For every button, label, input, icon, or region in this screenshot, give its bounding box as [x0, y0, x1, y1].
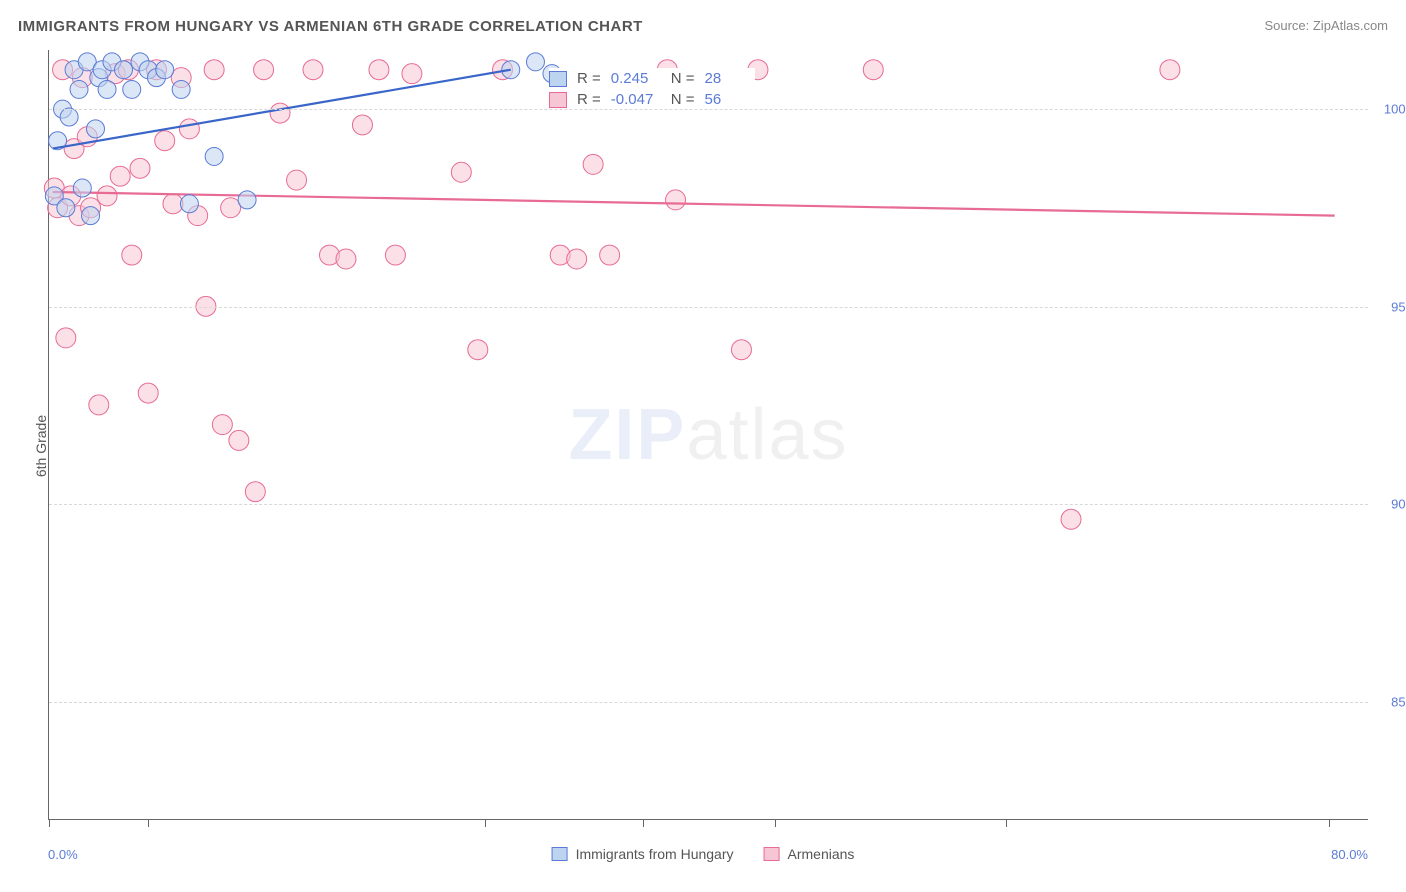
armenian-point [221, 198, 241, 218]
r-label: R = [577, 70, 601, 87]
y-tick-label: 95.0% [1373, 299, 1406, 314]
gridline [49, 109, 1368, 110]
y-axis-label: 6th Grade [33, 415, 49, 477]
y-tick-label: 100.0% [1373, 102, 1406, 117]
legend-item-hungary: Immigrants from Hungary [552, 846, 734, 862]
hungary-point [180, 195, 198, 213]
r-value-hungary: 0.245 [611, 70, 661, 87]
armenian-point [97, 186, 117, 206]
title-bar: IMMIGRANTS FROM HUNGARY VS ARMENIAN 6TH … [18, 18, 1388, 35]
hungary-point [205, 147, 223, 165]
y-tick-label: 85.0% [1373, 694, 1406, 709]
armenian-point [1160, 60, 1180, 80]
armenian-point [451, 162, 471, 182]
hungary-point [57, 199, 75, 217]
x-tick [775, 819, 776, 827]
n-label: N = [671, 91, 695, 108]
n-value-hungary: 28 [705, 70, 755, 87]
armenian-point [212, 415, 232, 435]
x-tick [1006, 819, 1007, 827]
hungary-point [73, 179, 91, 197]
corr-row-hungary: R = 0.245 N = 28 [549, 68, 755, 89]
source-attribution: Source: ZipAtlas.com [1264, 18, 1388, 33]
legend-item-armenian: Armenians [764, 846, 855, 862]
gridline [49, 307, 1368, 308]
armenian-point [352, 115, 372, 135]
hungary-point [156, 61, 174, 79]
armenian-point [600, 245, 620, 265]
armenian-point [468, 340, 488, 360]
armenian-point [89, 395, 109, 415]
x-tick [148, 819, 149, 827]
armenian-point [110, 166, 130, 186]
series-legend: Immigrants from Hungary Armenians [552, 846, 855, 862]
armenian-point [204, 60, 224, 80]
armenian-point [245, 482, 265, 502]
hungary-point [526, 53, 544, 71]
hungary-point [238, 191, 256, 209]
n-label: N = [671, 70, 695, 87]
x-tick [485, 819, 486, 827]
n-value-armenian: 56 [705, 91, 755, 108]
armenian-point [138, 383, 158, 403]
armenian-point [303, 60, 323, 80]
armenian-point [583, 154, 603, 174]
hungary-point [70, 80, 88, 98]
armenian-point [402, 64, 422, 84]
swatch-armenian-icon [764, 847, 780, 861]
armenian-point [56, 328, 76, 348]
armenian-point [179, 119, 199, 139]
swatch-hungary-icon [549, 71, 567, 87]
x-axis-min-label: 0.0% [48, 847, 78, 862]
hungary-point [123, 80, 141, 98]
correlation-legend: R = 0.245 N = 28 R = -0.047 N = 56 [549, 68, 755, 110]
gridline [49, 702, 1368, 703]
armenian-point [270, 103, 290, 123]
x-axis-max-label: 80.0% [1331, 847, 1368, 862]
hungary-point [87, 120, 105, 138]
scatter-svg [49, 50, 1368, 819]
armenian-point [254, 60, 274, 80]
armenian-point [336, 249, 356, 269]
plot-area: ZIPatlas R = 0.245 N = 28 R = -0.047 N =… [48, 50, 1368, 820]
armenian-point [731, 340, 751, 360]
swatch-armenian-icon [549, 92, 567, 108]
hungary-point [82, 207, 100, 225]
armenian-point [1061, 509, 1081, 529]
armenian-point [369, 60, 389, 80]
x-tick [643, 819, 644, 827]
r-label: R = [577, 91, 601, 108]
armenian-point [155, 131, 175, 151]
gridline [49, 504, 1368, 505]
x-tick [49, 819, 50, 827]
armenian-point [567, 249, 587, 269]
hungary-point [172, 80, 190, 98]
armenian-point [385, 245, 405, 265]
armenian-point [863, 60, 883, 80]
corr-row-armenian: R = -0.047 N = 56 [549, 89, 755, 110]
hungary-point [98, 80, 116, 98]
legend-label-hungary: Immigrants from Hungary [576, 846, 734, 862]
chart-title: IMMIGRANTS FROM HUNGARY VS ARMENIAN 6TH … [18, 18, 643, 35]
armenian-point [130, 158, 150, 178]
armenian-point [122, 245, 142, 265]
armenian-point [666, 190, 686, 210]
x-tick [1329, 819, 1330, 827]
swatch-hungary-icon [552, 847, 568, 861]
armenian-point [229, 430, 249, 450]
y-tick-label: 90.0% [1373, 497, 1406, 512]
armenian-point [287, 170, 307, 190]
r-value-armenian: -0.047 [611, 91, 661, 108]
legend-label-armenian: Armenians [788, 846, 855, 862]
hungary-point [60, 108, 78, 126]
hungary-point [115, 61, 133, 79]
